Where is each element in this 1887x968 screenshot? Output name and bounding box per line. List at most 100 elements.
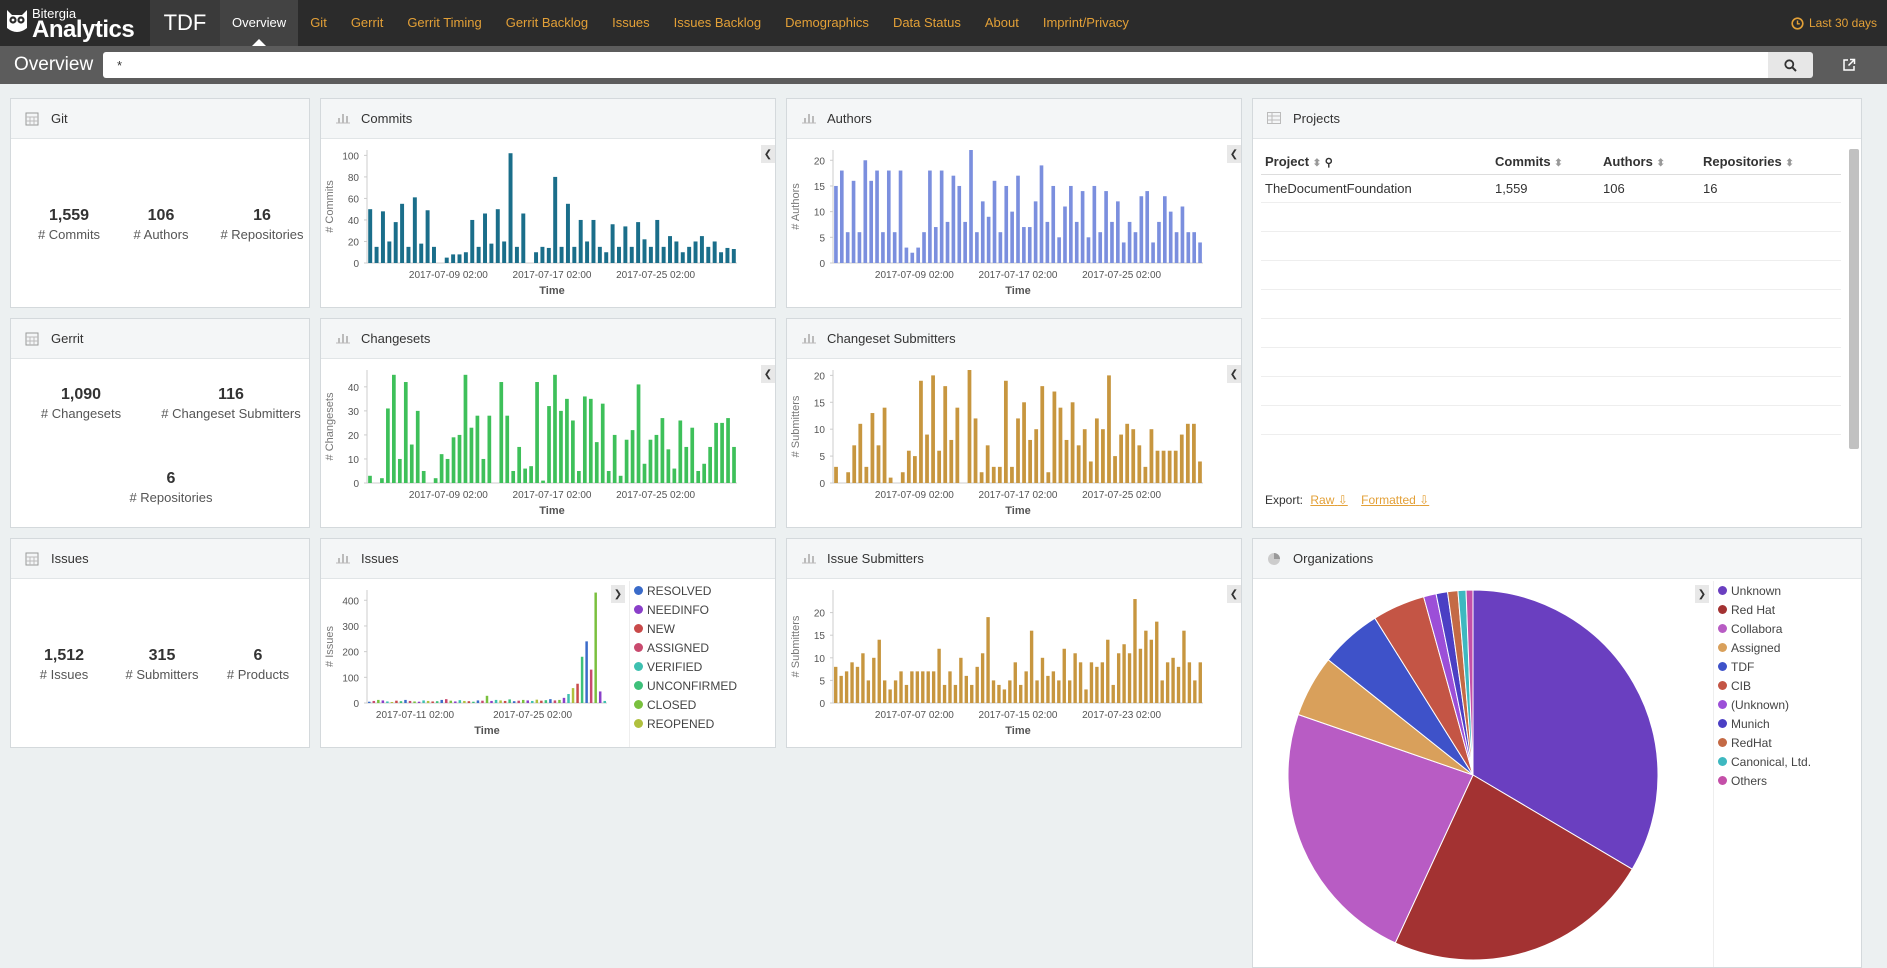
legend-item[interactable]: REOPENED — [634, 714, 737, 733]
bar — [512, 701, 516, 703]
bar — [503, 700, 507, 703]
legend-toggle-button[interactable]: ❮ — [761, 145, 775, 163]
legend-toggle-button[interactable]: ❮ — [1227, 585, 1241, 603]
nav-demographics[interactable]: Demographics — [785, 15, 869, 30]
dashboard-brand[interactable]: TDF — [150, 0, 220, 46]
bar — [399, 701, 403, 703]
search-input[interactable] — [103, 52, 1768, 78]
bar — [648, 439, 653, 483]
calculator-icon — [25, 552, 41, 566]
bar — [559, 246, 564, 263]
nav-data-status[interactable]: Data Status — [892, 15, 961, 30]
panel-title: Issues — [361, 551, 399, 566]
legend-swatch — [1718, 643, 1727, 652]
sort-icon[interactable]: ⬍ — [1554, 157, 1563, 169]
legend-item[interactable]: UNCONFIRMED — [634, 676, 737, 695]
legend-item[interactable]: Red Hat — [1718, 600, 1811, 619]
bar — [696, 470, 701, 483]
time-range-picker[interactable]: Last 30 days — [1791, 0, 1877, 46]
export-formatted-link[interactable]: Formatted ⇩ — [1361, 493, 1430, 507]
export-raw-link[interactable]: Raw ⇩ — [1310, 493, 1348, 507]
nav-about[interactable]: About — [984, 15, 1019, 30]
bar — [547, 406, 551, 483]
legend-item[interactable]: CLOSED — [634, 695, 737, 714]
bar — [970, 684, 974, 703]
sort-icon[interactable]: ⬍ — [1312, 157, 1322, 169]
bitergia-logo[interactable]: Bitergia Analytics — [0, 0, 150, 46]
share-button[interactable] — [1840, 56, 1858, 74]
nav-gerrit[interactable]: Gerrit — [350, 15, 384, 30]
y-tick-label: 0 — [353, 699, 359, 710]
legend-toggle-button[interactable]: ❮ — [1227, 365, 1241, 383]
legend-item[interactable]: TDF — [1718, 657, 1811, 676]
legend-item[interactable]: (Unknown) — [1718, 695, 1811, 714]
table-row[interactable]: TheDocumentFoundation 1,559 106 16 — [1261, 174, 1841, 203]
metrics: 1,559 # Commits 106 # Authors 16 # Reposito… — [11, 140, 309, 307]
column-header-project[interactable]: Project ⬍ ⚲ — [1261, 149, 1491, 175]
bar — [1076, 445, 1081, 483]
legend-item[interactable]: Munich — [1718, 714, 1811, 733]
bar — [886, 170, 891, 263]
nav-overview[interactable]: Overview — [220, 0, 299, 46]
column-header-authors[interactable]: Authors ⬍ — [1599, 149, 1699, 175]
bar — [1185, 423, 1190, 483]
legend-item[interactable]: RESOLVED — [634, 581, 737, 600]
metric-repositories: 6 # Repositories — [101, 468, 241, 505]
nav-issues[interactable]: Issues — [612, 15, 650, 30]
nav-gerrit-timing[interactable]: Gerrit Timing — [407, 15, 482, 30]
bar — [582, 396, 587, 483]
sort-icon[interactable]: ⬍ — [1656, 157, 1665, 169]
legend-toggle-button[interactable]: ❯ — [1695, 585, 1709, 603]
issues-legend: RESOLVED NEEDINFO NEW ASSIGNED VERIFIED UNCON… — [629, 581, 737, 747]
bar — [571, 688, 575, 703]
column-header-repositories[interactable]: Repositories ⬍ — [1699, 149, 1841, 175]
legend-item[interactable]: ASSIGNED — [634, 638, 737, 657]
legend-item[interactable]: Collabora — [1718, 619, 1811, 638]
nav-gerrit-backlog[interactable]: Gerrit Backlog — [505, 15, 589, 30]
legend-item[interactable]: Canonical, Ltd. — [1718, 752, 1811, 771]
legend-toggle-button[interactable]: ❮ — [1227, 145, 1241, 163]
legend-item[interactable]: NEW — [634, 619, 737, 638]
legend-item[interactable]: VERIFIED — [634, 657, 737, 676]
y-axis-label: # Commits — [324, 180, 336, 233]
bar — [963, 221, 967, 263]
bar — [1016, 175, 1020, 263]
bar — [882, 407, 887, 483]
scrollbar[interactable] — [1849, 149, 1859, 449]
bar — [951, 175, 956, 263]
bar — [476, 246, 481, 263]
cell-commits: 1,559 — [1491, 174, 1599, 203]
nav-git[interactable]: Git — [310, 15, 327, 30]
empty-row — [1261, 202, 1841, 232]
bar — [1098, 232, 1103, 263]
legend-toggle-button[interactable]: ❮ — [761, 365, 775, 383]
legend-item[interactable]: Others — [1718, 771, 1811, 790]
bar — [1173, 450, 1178, 483]
sort-icon[interactable]: ⬍ — [1785, 157, 1794, 169]
nav-imprint-privacy[interactable]: Imprint/Privacy — [1042, 15, 1129, 30]
search-icon[interactable]: ⚲ — [1324, 156, 1333, 169]
metric-value: 6 — [253, 647, 263, 664]
legend-toggle-button[interactable]: ❯ — [611, 585, 625, 603]
legend-item[interactable]: CIB — [1718, 676, 1811, 695]
bar — [490, 700, 493, 703]
bar — [1187, 662, 1192, 703]
column-header-commits[interactable]: Commits ⬍ — [1491, 149, 1599, 175]
legend-item[interactable]: NEEDINFO — [634, 600, 737, 619]
cell-project[interactable]: TheDocumentFoundation — [1261, 174, 1491, 203]
legend-item[interactable]: Unknown — [1718, 581, 1811, 600]
nav-issues-backlog[interactable]: Issues Backlog — [673, 15, 762, 30]
x-tick-label: 2017-07-17 02:00 — [979, 270, 1058, 281]
bar — [1078, 662, 1083, 703]
y-tick-label: 40 — [348, 383, 360, 394]
legend-item[interactable]: Assigned — [1718, 638, 1811, 657]
logo-big-text: Analytics — [32, 16, 135, 43]
legend-swatch — [1718, 605, 1727, 614]
bar — [386, 408, 390, 483]
legend-item[interactable]: RedHat — [1718, 733, 1811, 752]
external-link-icon — [1843, 58, 1856, 71]
empty-row — [1261, 347, 1841, 377]
metric-value: 106 — [147, 207, 175, 224]
panel-header: Projects — [1253, 99, 1861, 139]
search-button[interactable] — [1768, 52, 1813, 78]
